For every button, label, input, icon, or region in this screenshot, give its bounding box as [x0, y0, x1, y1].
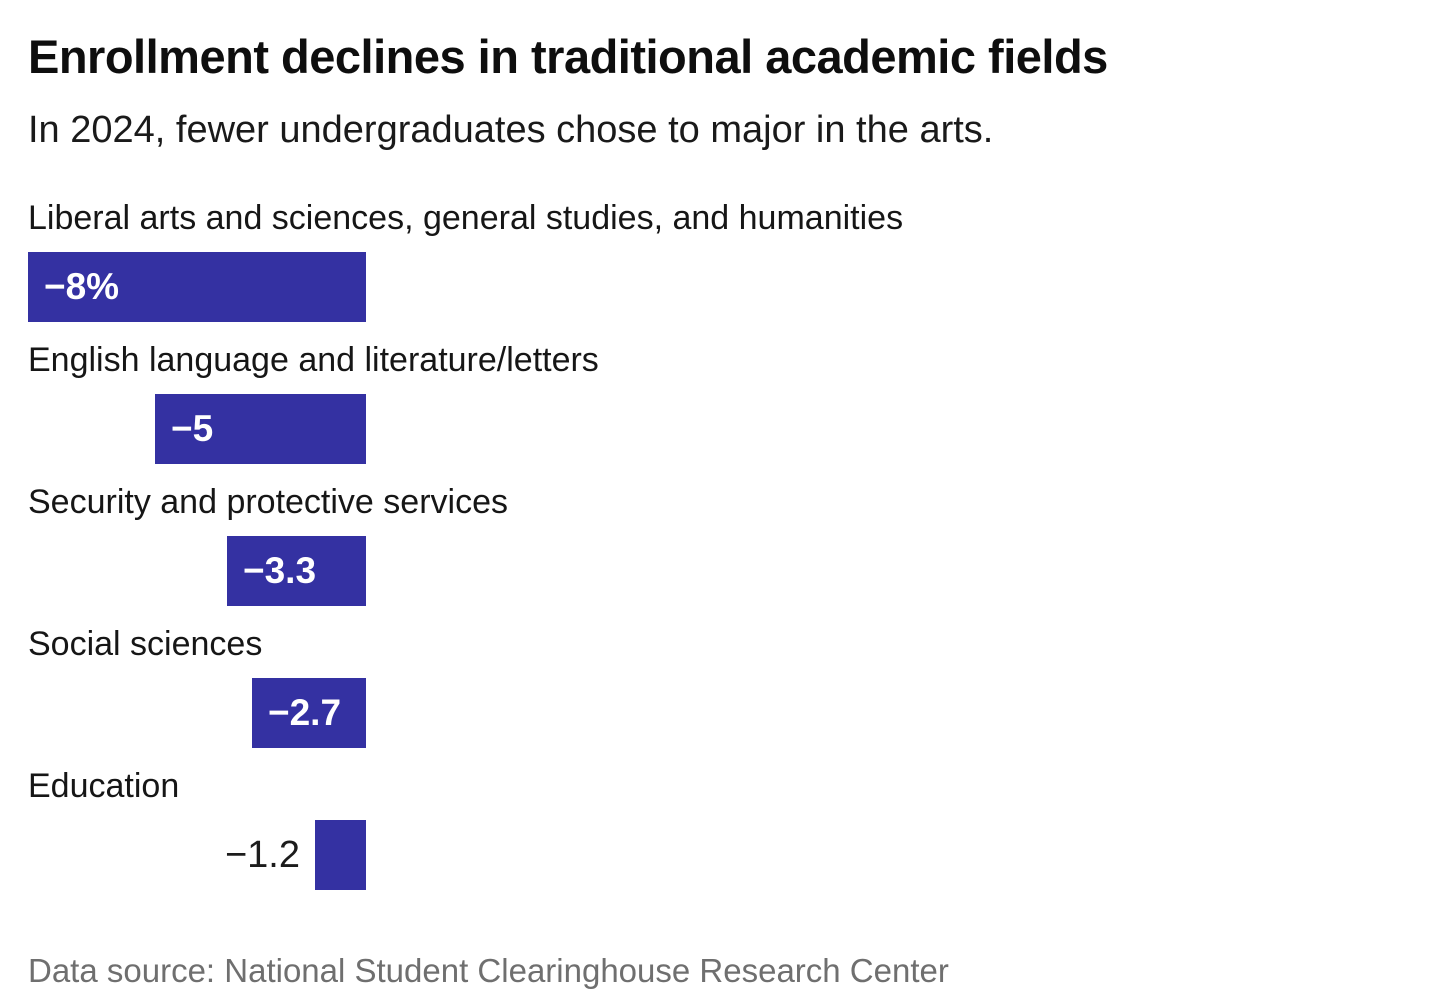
bar-row: Security and protective services −3.3 [28, 480, 1412, 606]
bar-value-label: −1.2 [224, 833, 300, 876]
bar-track: −3.3 [28, 536, 366, 606]
chart-title: Enrollment declines in traditional acade… [28, 30, 1108, 83]
bar-row: Liberal arts and sciences, general studi… [28, 196, 1412, 322]
data-source-note: Data source: National Student Clearingho… [28, 952, 949, 989]
bar-value-label: −8% [44, 266, 120, 307]
bar: −8% [28, 252, 366, 322]
bar-track: −5 [28, 394, 366, 464]
category-label: English language and literature/letters [28, 341, 599, 379]
category-label: Security and protective services [28, 483, 508, 521]
bar-row: English language and literature/letters −… [28, 338, 1412, 464]
bar [315, 820, 366, 890]
bar-value-label: −3.3 [243, 550, 317, 591]
bar-row: Education −1.2 [28, 764, 1412, 890]
category-label: Education [28, 767, 180, 805]
bar-row: Social sciences −2.7 [28, 622, 1412, 748]
bar-track: −1.2 [28, 820, 366, 890]
bar-track: −2.7 [28, 678, 366, 748]
bar: −2.7 [252, 678, 366, 748]
chart-subtitle: In 2024, fewer undergraduates chose to m… [28, 109, 994, 151]
category-label: Social sciences [28, 625, 263, 663]
bar-value-label: −5 [171, 408, 214, 449]
bar: −3.3 [227, 536, 366, 606]
bar-value-label: −2.7 [268, 692, 342, 733]
bar-chart: Liberal arts and sciences, general studi… [28, 196, 1412, 890]
bar-track: −8% [28, 252, 366, 322]
category-label: Liberal arts and sciences, general studi… [28, 199, 904, 237]
bar: −5 [155, 394, 366, 464]
